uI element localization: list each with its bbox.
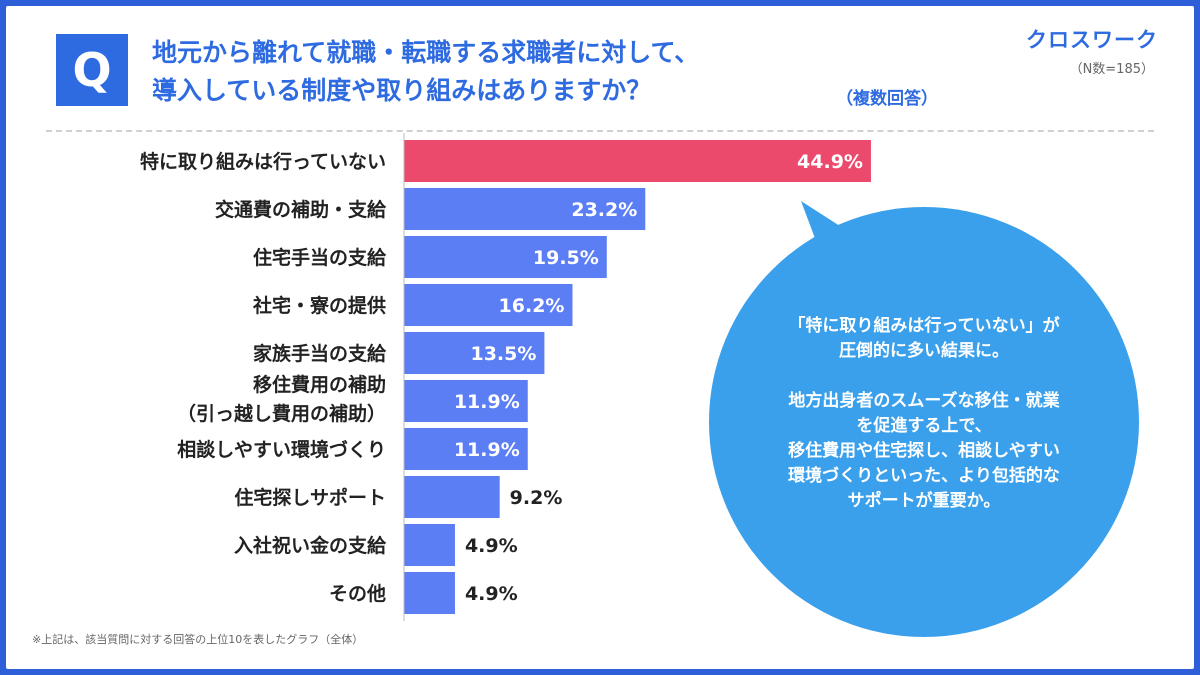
callout-text: 「特に取り組みは行っていない」が 圧倒的に多い結果に。 地方出身者のスムーズな移… — [739, 314, 1109, 514]
callout-line: 地方出身者のスムーズな移住・就業 — [788, 391, 1060, 411]
callout-bubble — [709, 207, 1139, 637]
category-label: 住宅手当の支給 — [253, 246, 387, 269]
callout-line: 移住費用や住宅探し、相談しやすい — [788, 441, 1060, 461]
category-label: 移住費用の補助 — [253, 373, 386, 396]
category-label: その他 — [329, 582, 386, 605]
category-label: 交通費の補助・支給 — [215, 198, 387, 221]
bar — [404, 476, 500, 518]
footnote: ※上記は、該当質問に対する回答の上位10を表したグラフ（全体） — [32, 633, 364, 646]
header-divider — [46, 130, 1154, 132]
bar-value-label: 11.9% — [454, 391, 520, 413]
callout-line: 環境づくりといった、より包括的な — [788, 466, 1060, 486]
question-line-2: 導入している制度や取り組みはありますか？ — [152, 76, 652, 105]
category-label: 入社祝い金の支給 — [234, 534, 387, 557]
slide-frame: Q 地元から離れて就職・転職する求職者に対して、 導入している制度や取り組みはあ… — [6, 6, 1194, 669]
callout-line: サポートが重要か。 — [847, 491, 1001, 511]
callout-line: を促進する上で、 — [856, 416, 992, 436]
bar — [404, 236, 607, 278]
callout-line: 「特に取り組みは行っていない」が — [788, 316, 1060, 336]
bar — [404, 572, 455, 614]
bar — [404, 428, 528, 470]
bar — [404, 188, 646, 230]
bar-value-label: 4.9% — [465, 535, 518, 557]
category-label: 相談しやすい環境づくり — [177, 438, 386, 461]
bar-value-label: 44.9% — [797, 151, 863, 173]
bar-value-label: 16.2% — [499, 295, 565, 317]
category-label: 住宅探しサポート — [234, 486, 386, 509]
bar-chart: 44.9% 特に取り組みは行っていない 23.2% 交通費の補助・支給 19.5% 住宅手… — [140, 133, 871, 621]
question-badge: Q — [56, 34, 128, 106]
callout-line: 圧倒的に多い結果に。 — [839, 341, 1009, 361]
bar — [404, 332, 545, 374]
bar — [404, 524, 455, 566]
category-label: （引っ越し費用の補助） — [177, 402, 386, 425]
bar-value-label: 11.9% — [454, 439, 520, 461]
bar — [404, 380, 528, 422]
category-label: 家族手当の支給 — [253, 342, 387, 365]
bar — [404, 140, 871, 182]
question-text: 地元から離れて就職・転職する求職者に対して、 導入している制度や取り組みはありま… — [152, 34, 699, 110]
sample-size: （N数=185） — [1069, 62, 1154, 77]
question-line-1: 地元から離れて就職・転職する求職者に対して、 — [152, 38, 700, 67]
bar-value-label: 9.2% — [510, 487, 563, 509]
bar-value-label: 23.2% — [571, 199, 637, 221]
bar — [404, 284, 573, 326]
callout-tail — [801, 201, 913, 321]
bar-value-label: 4.9% — [465, 583, 518, 605]
category-label: 社宅・寮の提供 — [252, 294, 386, 317]
bar-value-label: 19.5% — [533, 247, 599, 269]
answer-type-note: （複数回答） — [836, 89, 938, 109]
bar-value-label: 13.5% — [470, 343, 536, 365]
category-label: 特に取り組みは行っていない — [140, 150, 386, 173]
brand-logo: クロスワーク — [1026, 28, 1158, 52]
